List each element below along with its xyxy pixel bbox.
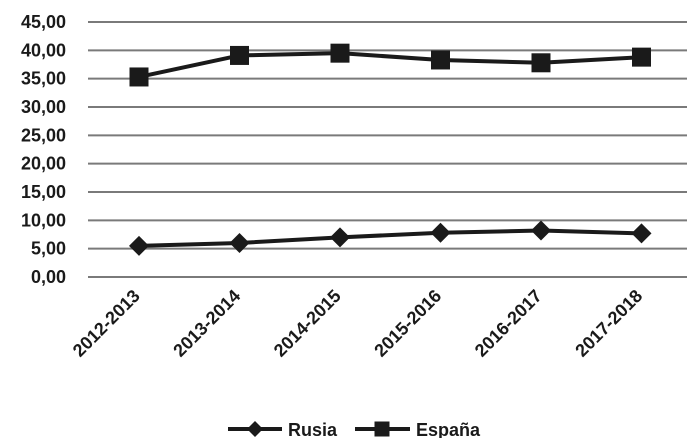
y-tick-label: 20,00	[21, 154, 66, 174]
y-tick-label: 25,00	[21, 125, 66, 145]
x-tick-label: 2012-2013	[69, 286, 144, 361]
y-tick-label: 10,00	[21, 210, 66, 230]
y-tick-label: 0,00	[31, 267, 66, 287]
data-point	[632, 223, 652, 243]
y-tick-label: 15,00	[21, 182, 66, 202]
legend-item-rusia: Rusia	[228, 420, 338, 438]
x-tick-label: 2014-2015	[270, 286, 345, 361]
x-tick-label: 2016-2017	[471, 286, 546, 361]
x-tick-label: 2017-2018	[571, 286, 646, 361]
series-line	[139, 53, 642, 77]
x-tick-label: 2015-2016	[370, 286, 445, 361]
data-point	[129, 236, 149, 256]
y-tick-label: 40,00	[21, 40, 66, 60]
x-tick-label: 2013-2014	[169, 286, 244, 361]
series-rusia	[129, 221, 652, 256]
data-point	[532, 53, 551, 72]
series-line	[139, 231, 642, 246]
y-tick-label: 35,00	[21, 69, 66, 89]
legend: Rusia España	[228, 420, 481, 438]
data-point	[331, 44, 350, 63]
data-point	[130, 67, 149, 86]
legend-item-españa: España	[355, 420, 481, 438]
data-point	[230, 46, 249, 65]
data-point	[431, 223, 451, 243]
legend-swatch-marker	[375, 422, 390, 437]
legend-label: Rusia	[288, 420, 338, 438]
x-axis-tick-labels: 2012-2013 2013-2014 2014-2015 2015-2016 2016…	[69, 286, 647, 361]
y-tick-label: 45,00	[21, 12, 66, 32]
data-point	[431, 50, 450, 69]
data-point	[330, 227, 350, 247]
legend-swatch-marker	[247, 421, 263, 437]
data-point	[531, 221, 551, 241]
series-group	[129, 44, 652, 256]
data-point	[230, 233, 250, 253]
y-tick-label: 5,00	[31, 239, 66, 259]
data-point	[632, 48, 651, 67]
y-tick-label: 30,00	[21, 97, 66, 117]
legend-label: España	[416, 420, 481, 438]
y-axis-tick-labels: 0,00 5,00 10,00 15,00 20,00 25,00 30,00 35,00 40…	[21, 12, 66, 287]
